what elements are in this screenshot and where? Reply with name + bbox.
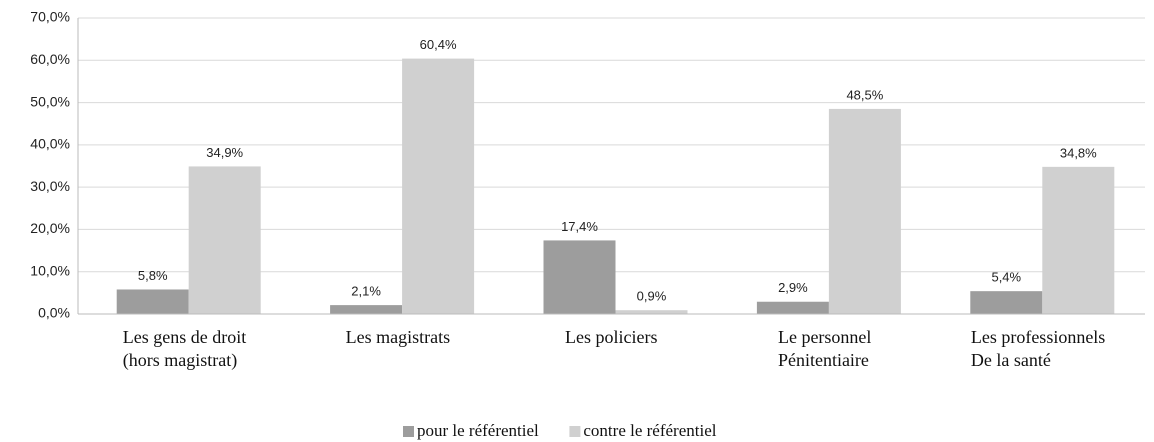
data-label: 17,4%: [561, 219, 598, 234]
legend-label: pour le référentiel: [417, 421, 539, 440]
bar: [543, 240, 616, 314]
data-label: 5,8%: [138, 268, 168, 283]
bar: [756, 301, 829, 314]
y-tick-label: 40,0%: [30, 136, 70, 152]
y-tick-label: 10,0%: [30, 262, 70, 278]
x-tick-label-box: Le personnel Pénitentiaire: [718, 326, 931, 372]
data-label: 34,9%: [206, 145, 243, 160]
bar: [1042, 166, 1115, 314]
y-tick-label: 30,0%: [30, 178, 70, 194]
x-tick-label-box: Les magistrats: [291, 326, 504, 349]
data-label: 0,9%: [637, 289, 667, 304]
x-tick-label: Le personnel Pénitentiaire: [777, 327, 872, 370]
x-tick-label-box: Les policiers: [505, 326, 718, 349]
bar: [402, 58, 475, 314]
x-tick-label-box: Les gens de droit (hors magistrat): [78, 326, 291, 372]
data-label: 5,4%: [991, 270, 1021, 285]
data-label: 2,1%: [351, 284, 381, 299]
bar: [116, 289, 189, 314]
y-tick-label: 50,0%: [30, 93, 70, 109]
x-tick-label: Les professionnels De la santé: [970, 327, 1106, 370]
bar: [188, 166, 261, 314]
bar: [828, 108, 901, 315]
y-tick-label: 0,0%: [38, 305, 70, 321]
data-label: 48,5%: [846, 87, 883, 102]
y-tick-label: 70,0%: [30, 9, 70, 25]
x-tick-label: Les gens de droit (hors magistrat): [122, 327, 247, 370]
data-label: 34,8%: [1060, 145, 1097, 160]
x-tick-label: Les policiers: [565, 327, 658, 347]
legend-label: contre le référentiel: [583, 421, 716, 440]
data-label: 2,9%: [778, 280, 808, 295]
y-tick-label: 60,0%: [30, 51, 70, 67]
x-tick-label-box: Les professionnels De la santé: [932, 326, 1145, 372]
legend-swatch: [403, 426, 414, 437]
legend-swatch: [569, 426, 581, 437]
x-tick-label: Les magistrats: [345, 327, 451, 347]
y-tick-label: 20,0%: [30, 220, 70, 236]
bar: [970, 291, 1043, 314]
bar: [615, 310, 688, 314]
bar: [330, 305, 403, 314]
data-label: 60,4%: [420, 37, 457, 52]
